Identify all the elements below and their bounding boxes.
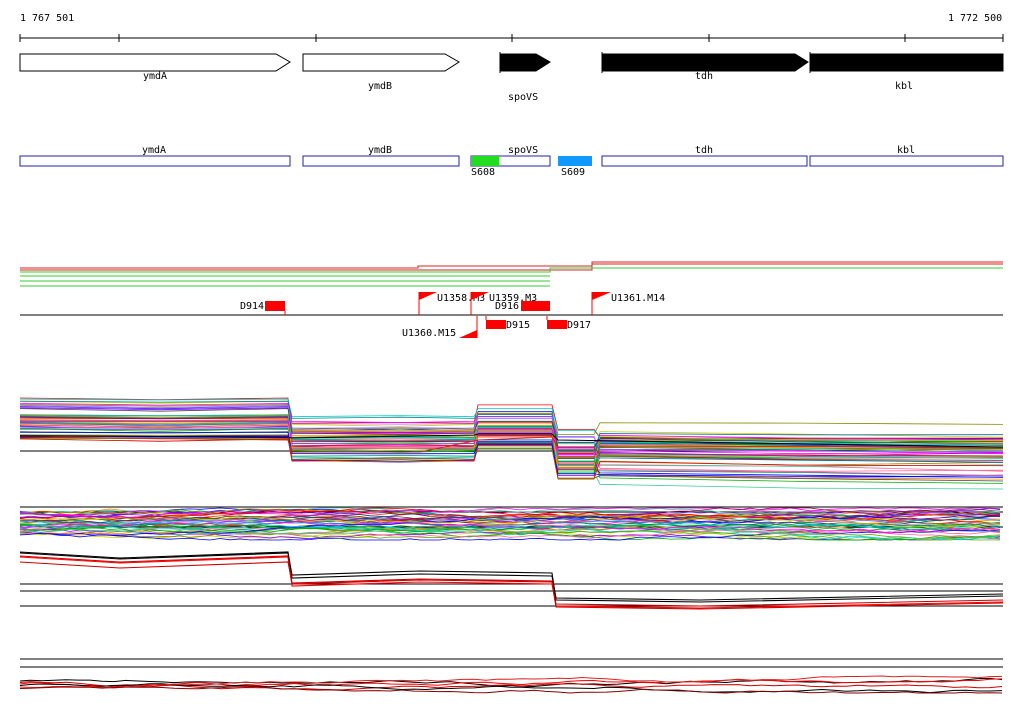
annotation-label-spoVS: spoVS: [508, 145, 538, 156]
ruler-start-label: 1 767 501: [20, 13, 75, 24]
flag-label-U1359: U1359.M3: [489, 293, 537, 304]
flag-U1361[interactable]: [592, 292, 611, 315]
annotation-box-ymdB[interactable]: [302, 155, 460, 167]
ruler-end-label: 1 772 500: [948, 13, 1003, 24]
block-D914[interactable]: [265, 301, 285, 311]
block-label-D915: D915: [506, 320, 530, 331]
gene-track: ymdA ymdB spoVS tdh kbl: [19, 52, 1004, 103]
gene-label-spoVS: spoVS: [508, 92, 538, 103]
expression-track-red: [19, 551, 1004, 610]
expression-track-bottom: [19, 658, 1003, 694]
expression-track-main: [19, 397, 1004, 490]
flag-U1360[interactable]: [459, 316, 477, 338]
block-D915[interactable]: [486, 320, 506, 329]
gene-arrow-kbl[interactable]: [809, 53, 1004, 72]
gene-arrow-tdh[interactable]: [601, 53, 809, 72]
gene-arrow-spoVS[interactable]: [499, 53, 551, 72]
flag-label-U1360: U1360.M15: [402, 328, 456, 339]
annotation-box-tdh[interactable]: [601, 155, 808, 167]
coordinate-ruler: [19, 34, 1004, 42]
block-label-D916: D916: [495, 301, 519, 312]
flag-U1359[interactable]: [471, 292, 489, 315]
block-D916[interactable]: [521, 301, 550, 311]
annotation-box-kbl[interactable]: [809, 155, 1004, 167]
annotation-label-kbl: kbl: [897, 145, 915, 156]
annotation-track: ymdA ymdB spoVS S608 S609 tdh kbl: [19, 145, 1004, 178]
transcript-lines: [20, 261, 1003, 287]
gene-label-ymdA: ymdA: [143, 71, 167, 82]
gene-arrow-ymdA[interactable]: [19, 53, 291, 72]
annotation-label-tdh: tdh: [695, 145, 713, 156]
flag-label-U1358: U1358.M3: [437, 293, 485, 304]
gene-label-tdh: tdh: [695, 71, 713, 82]
block-label-D914: D914: [240, 301, 264, 312]
marker-track: D914 U1358.M3 U1359.M3 D916 U1361.M14 U1…: [20, 292, 1003, 339]
flag-U1358[interactable]: [419, 292, 437, 315]
annotation-box-ymdA[interactable]: [19, 155, 291, 167]
segment-S609[interactable]: [558, 156, 592, 166]
segment-S608[interactable]: [471, 156, 499, 166]
expression-track-secondary: [19, 506, 1003, 541]
gene-arrow-ymdB[interactable]: [302, 53, 460, 72]
flag-label-U1361: U1361.M14: [611, 293, 665, 304]
block-D917[interactable]: [547, 320, 567, 329]
segment-label-S608: S608: [471, 167, 495, 178]
gene-label-ymdB: ymdB: [368, 81, 392, 92]
annotation-label-ymdB: ymdB: [368, 145, 392, 156]
block-label-D917: D917: [567, 320, 591, 331]
gene-label-kbl: kbl: [895, 81, 913, 92]
annotation-label-ymdA: ymdA: [142, 145, 166, 156]
segment-label-S609: S609: [561, 167, 585, 178]
